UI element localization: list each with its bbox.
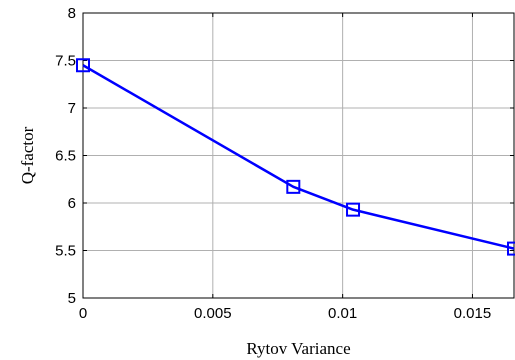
x-tick-label: 0.005 xyxy=(194,305,232,322)
grid xyxy=(82,12,514,299)
y-tick-label: 6 xyxy=(68,195,76,212)
data-point-marker xyxy=(346,202,361,217)
x-axis-title: Rytov Variance xyxy=(246,339,350,358)
y-tick-label: 7 xyxy=(68,100,76,117)
y-tick-label: 5.5 xyxy=(55,243,76,260)
y-tick-label: 8 xyxy=(68,5,76,22)
data-point-marker xyxy=(286,179,301,194)
axis-ticks xyxy=(82,12,514,299)
y-tick-label: 7.5 xyxy=(55,53,76,70)
y-tick-label: 6.5 xyxy=(55,148,76,165)
data-point-marker xyxy=(76,58,90,73)
tick-labels: 0 0.005 0.01 0.015 5 5.5 6 6.5 7 7.5 8 xyxy=(55,5,491,322)
x-tick-label: 0.01 xyxy=(328,305,357,322)
data-point-marker xyxy=(507,241,515,256)
y-tick-label: 5 xyxy=(68,290,76,307)
series-layer xyxy=(76,58,515,256)
series-line xyxy=(82,64,515,250)
y-axis-title: Q-factor xyxy=(18,126,37,184)
x-tick-label: 0.015 xyxy=(454,305,492,322)
x-tick-label: 0 xyxy=(79,305,87,322)
